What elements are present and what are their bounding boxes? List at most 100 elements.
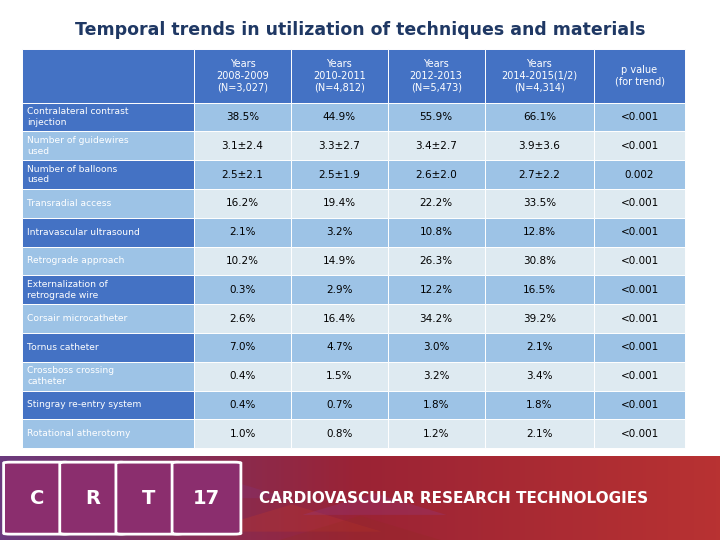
Text: <0.001: <0.001	[621, 198, 659, 208]
Text: Temporal trends in utilization of techniques and materials: Temporal trends in utilization of techni…	[75, 21, 645, 39]
Text: 3.2%: 3.2%	[326, 227, 353, 237]
Bar	[194, 362, 291, 390]
Text: 19.4%: 19.4%	[323, 198, 356, 208]
Bar	[22, 333, 194, 362]
Bar	[485, 390, 594, 420]
Text: <0.001: <0.001	[621, 112, 659, 122]
Text: 12.2%: 12.2%	[420, 285, 453, 295]
Text: R: R	[86, 489, 100, 508]
Bar	[291, 189, 388, 218]
Bar	[388, 420, 485, 448]
Text: <0.001: <0.001	[621, 342, 659, 353]
Text: 16.5%: 16.5%	[523, 285, 556, 295]
Text: <0.001: <0.001	[621, 141, 659, 151]
Bar	[485, 304, 594, 333]
Bar	[291, 247, 388, 275]
Text: Corsair microcatheter: Corsair microcatheter	[27, 314, 127, 323]
Bar	[194, 247, 291, 275]
FancyBboxPatch shape	[172, 462, 241, 534]
Bar	[594, 390, 685, 420]
Bar	[485, 247, 594, 275]
Bar	[291, 131, 388, 160]
Bar	[22, 304, 194, 333]
Polygon shape	[302, 493, 446, 515]
Text: 3.9±3.6: 3.9±3.6	[518, 141, 560, 151]
Text: Crossboss crossing
catheter: Crossboss crossing catheter	[27, 366, 114, 386]
Bar	[194, 103, 291, 131]
Bar	[22, 49, 194, 103]
Bar	[594, 49, 685, 103]
Text: 1.5%: 1.5%	[326, 371, 353, 381]
Polygon shape	[202, 504, 382, 531]
Text: Retrograde approach: Retrograde approach	[27, 256, 125, 266]
Text: 1.8%: 1.8%	[423, 400, 449, 410]
Text: 55.9%: 55.9%	[420, 112, 453, 122]
Bar	[291, 420, 388, 448]
Text: 44.9%: 44.9%	[323, 112, 356, 122]
Bar	[485, 362, 594, 390]
Bar	[194, 131, 291, 160]
Bar	[485, 131, 594, 160]
Text: 10.2%: 10.2%	[226, 256, 259, 266]
Bar	[594, 362, 685, 390]
Text: Number of guidewires
used: Number of guidewires used	[27, 136, 129, 156]
Text: 2.5±2.1: 2.5±2.1	[222, 170, 264, 180]
Text: 0.4%: 0.4%	[230, 400, 256, 410]
Bar	[194, 218, 291, 247]
Bar	[594, 247, 685, 275]
Text: 3.3±2.7: 3.3±2.7	[318, 141, 360, 151]
Text: 3.1±2.4: 3.1±2.4	[222, 141, 264, 151]
Text: 0.8%: 0.8%	[326, 429, 353, 439]
Bar	[388, 218, 485, 247]
Bar	[388, 304, 485, 333]
Bar	[388, 131, 485, 160]
Bar	[594, 131, 685, 160]
Bar	[22, 247, 194, 275]
Bar	[388, 275, 485, 304]
Text: 14.9%: 14.9%	[323, 256, 356, 266]
Bar	[194, 390, 291, 420]
Bar	[485, 218, 594, 247]
Text: 0.002: 0.002	[625, 170, 654, 180]
Bar	[22, 189, 194, 218]
Bar	[485, 275, 594, 304]
Bar	[291, 362, 388, 390]
Bar	[194, 189, 291, 218]
FancyBboxPatch shape	[116, 462, 182, 534]
Bar	[388, 49, 485, 103]
Text: Contralateral contrast
injection: Contralateral contrast injection	[27, 107, 128, 127]
Text: 2.6%: 2.6%	[230, 314, 256, 323]
Bar	[291, 390, 388, 420]
Text: Tornus catheter: Tornus catheter	[27, 343, 99, 352]
Text: 2.6±2.0: 2.6±2.0	[415, 170, 457, 180]
Text: Years
2010-2011
(N=4,812): Years 2010-2011 (N=4,812)	[313, 58, 366, 92]
Text: Transradial access: Transradial access	[27, 199, 112, 208]
Text: 33.5%: 33.5%	[523, 198, 556, 208]
Text: 34.2%: 34.2%	[420, 314, 453, 323]
Text: <0.001: <0.001	[621, 429, 659, 439]
Text: 66.1%: 66.1%	[523, 112, 556, 122]
Text: 16.4%: 16.4%	[323, 314, 356, 323]
Bar	[291, 304, 388, 333]
Text: 2.1%: 2.1%	[526, 342, 553, 353]
Bar	[291, 49, 388, 103]
Text: p value
(for trend): p value (for trend)	[614, 65, 665, 86]
Text: 1.0%: 1.0%	[230, 429, 256, 439]
Bar	[485, 49, 594, 103]
Text: T: T	[143, 489, 156, 508]
Bar	[388, 103, 485, 131]
Text: 2.9%: 2.9%	[326, 285, 353, 295]
Bar	[22, 390, 194, 420]
Text: 12.8%: 12.8%	[523, 227, 556, 237]
FancyBboxPatch shape	[4, 462, 70, 534]
Bar	[194, 333, 291, 362]
Text: 0.4%: 0.4%	[230, 371, 256, 381]
Text: 0.7%: 0.7%	[326, 400, 353, 410]
Text: Years
2008-2009
(N=3,027): Years 2008-2009 (N=3,027)	[216, 58, 269, 92]
Bar	[194, 275, 291, 304]
Bar	[485, 160, 594, 189]
Bar	[194, 420, 291, 448]
Text: 2.5±1.9: 2.5±1.9	[318, 170, 360, 180]
Bar	[388, 333, 485, 362]
Bar	[291, 103, 388, 131]
